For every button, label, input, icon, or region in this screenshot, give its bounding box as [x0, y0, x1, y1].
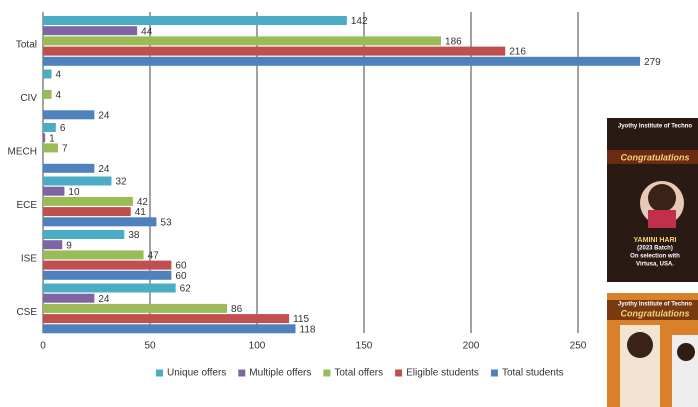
data-label: 142 — [351, 16, 368, 27]
bar — [43, 26, 138, 36]
data-label: 7 — [62, 144, 68, 155]
y-tick-label: Total — [16, 39, 37, 50]
data-label: 4 — [56, 70, 62, 81]
poster-text: Jyothy Institute of Techno — [618, 302, 693, 308]
legend-swatch — [395, 369, 403, 377]
data-label: 1 — [49, 133, 55, 144]
data-label: 60 — [175, 261, 187, 272]
bar — [43, 293, 95, 303]
data-label: 118 — [300, 324, 316, 335]
legend-label: Eligible students — [406, 368, 479, 379]
bar — [43, 133, 46, 143]
y-tick-label: ECE — [16, 200, 37, 211]
bar — [43, 123, 56, 132]
poster-text: On selection with — [630, 254, 680, 260]
data-label: 216 — [509, 47, 526, 58]
x-tick-label: 50 — [144, 341, 156, 352]
bar — [43, 110, 95, 120]
poster-text: Congratulations — [621, 152, 690, 162]
legend-swatch — [323, 369, 331, 377]
legend-label: Unique offers — [167, 368, 226, 379]
y-tick-label: CSE — [16, 307, 37, 318]
bar — [43, 303, 228, 313]
x-tick-label: 0 — [40, 341, 46, 352]
data-label: 53 — [160, 217, 172, 228]
data-label: 41 — [135, 207, 147, 218]
legend-swatch — [156, 369, 163, 377]
data-label: 279 — [644, 57, 661, 68]
data-label: 86 — [231, 304, 243, 315]
bar — [43, 56, 641, 66]
x-tick-label: 200 — [463, 341, 480, 352]
x-tick-label: 100 — [249, 341, 266, 352]
poster-text: Virtusa, USA. — [636, 262, 674, 268]
legend-label: Total students — [502, 368, 564, 379]
bar — [43, 240, 63, 250]
poster: Jyothy Institute of TechnoCongratulation… — [607, 293, 698, 407]
plot: 0 50 100 150 200 250Total14244186216279CIV442… — [8, 12, 661, 379]
data-label: 60 — [175, 271, 187, 282]
bar — [43, 16, 347, 25]
data-label: 186 — [445, 37, 462, 48]
poster-text: (2023 Batch) — [637, 246, 673, 252]
y-tick-label: ISE — [21, 253, 37, 264]
data-label: 47 — [148, 251, 160, 262]
bar — [43, 69, 52, 79]
poster: Jyothy Institute of Techno Congratulation… — [607, 118, 698, 282]
data-label: 4 — [56, 90, 62, 101]
bar — [43, 207, 131, 217]
poster-text: YAMINI HARI — [634, 237, 677, 244]
bar — [43, 186, 65, 196]
bar — [43, 176, 112, 186]
bar — [43, 270, 172, 280]
legend-swatch — [490, 369, 498, 377]
data-label: 38 — [128, 230, 140, 241]
bar — [43, 196, 133, 206]
y-tick-label: CIV — [20, 93, 37, 104]
bar — [43, 260, 172, 270]
legend-label: Multiple offers — [249, 368, 311, 379]
bar — [43, 89, 52, 99]
data-label: 24 — [98, 110, 110, 121]
bar — [43, 230, 125, 239]
data-label: 62 — [180, 284, 192, 295]
legend-swatch — [238, 369, 246, 377]
bar — [43, 163, 95, 173]
bar — [43, 36, 442, 46]
data-label: 32 — [115, 177, 127, 188]
x-tick-label: 250 — [570, 341, 587, 352]
bar — [43, 324, 296, 334]
legend: Unique offers Multiple offers Total offers… — [156, 368, 564, 379]
bar — [43, 250, 144, 260]
bar — [43, 283, 176, 293]
bar — [43, 46, 506, 56]
data-label: 24 — [98, 294, 110, 305]
data-label: 44 — [141, 26, 153, 37]
data-label: 6 — [60, 123, 66, 134]
y-tick-label: MECH — [8, 146, 37, 157]
bar — [43, 217, 157, 227]
data-label: 24 — [98, 164, 110, 175]
bar — [43, 314, 290, 324]
poster-text: Congratulations — [621, 308, 690, 318]
legend-label: Total offers — [334, 368, 383, 379]
data-label: 10 — [68, 187, 80, 198]
data-label: 9 — [66, 240, 72, 251]
data-label: 42 — [137, 197, 149, 208]
data-label: 115 — [293, 314, 309, 325]
x-tick-label: 150 — [356, 341, 373, 352]
poster-text: Jyothy Institute of Techno — [618, 124, 693, 130]
bar — [43, 143, 58, 153]
